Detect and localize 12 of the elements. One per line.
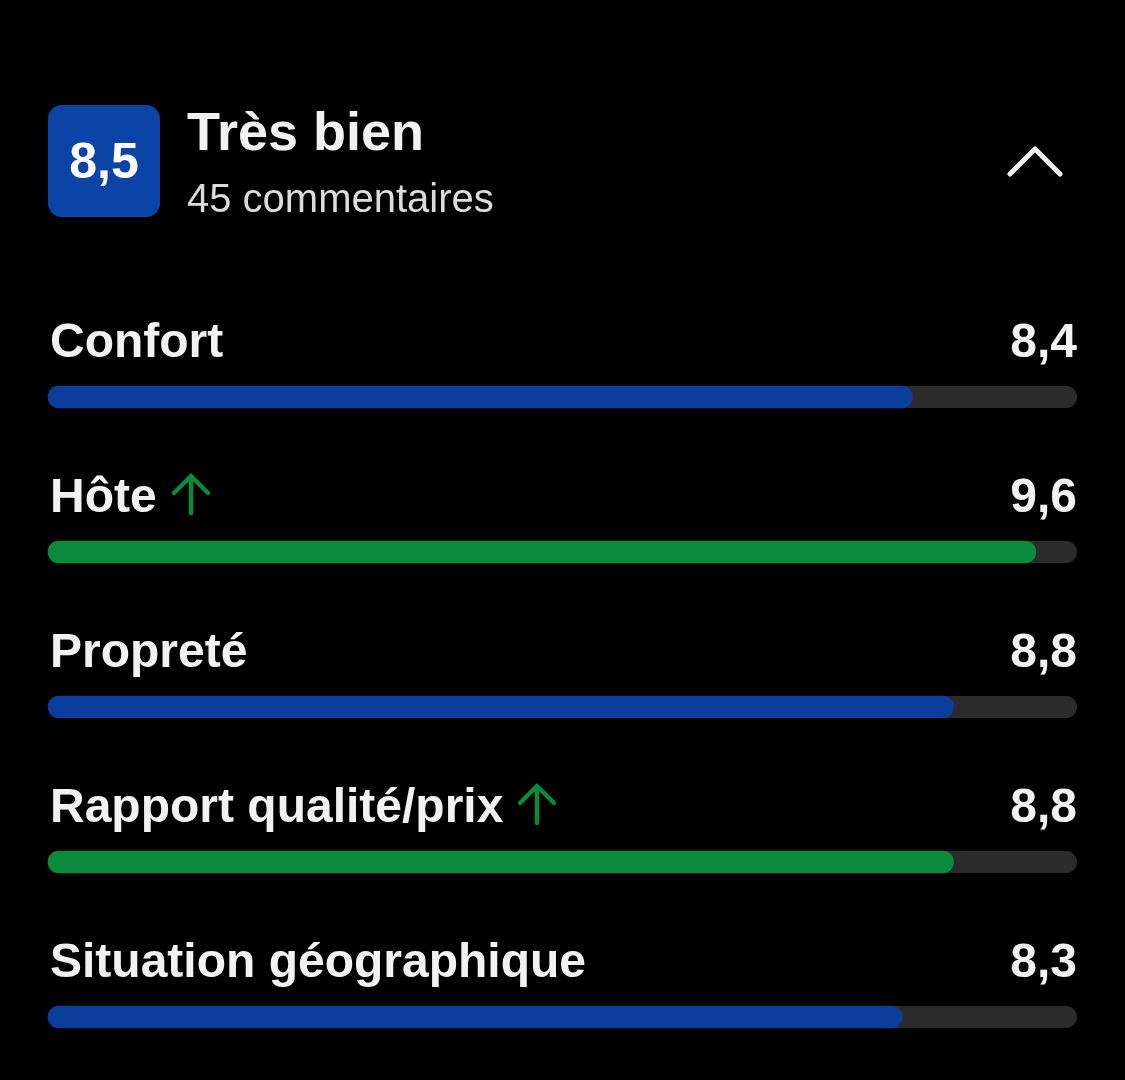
y-tick-label: Rapport qualité/prix bbox=[50, 779, 504, 832]
data-label: 8,8 bbox=[1010, 624, 1077, 677]
y-tick-label: Situation géographique bbox=[50, 934, 586, 987]
data-label: 8,8 bbox=[1010, 779, 1077, 832]
chart-title: Très bien bbox=[187, 100, 425, 162]
data-label: 9,6 bbox=[1010, 469, 1077, 522]
y-tick-label: Confort bbox=[50, 314, 224, 367]
data-label: 8,3 bbox=[1010, 934, 1077, 987]
chart-subtitle: 45 commentaires bbox=[187, 175, 494, 222]
y-tick-label: Hôte bbox=[50, 469, 157, 522]
y-tick-label: Propreté bbox=[50, 624, 248, 677]
data-label: 8,4 bbox=[1010, 314, 1078, 367]
